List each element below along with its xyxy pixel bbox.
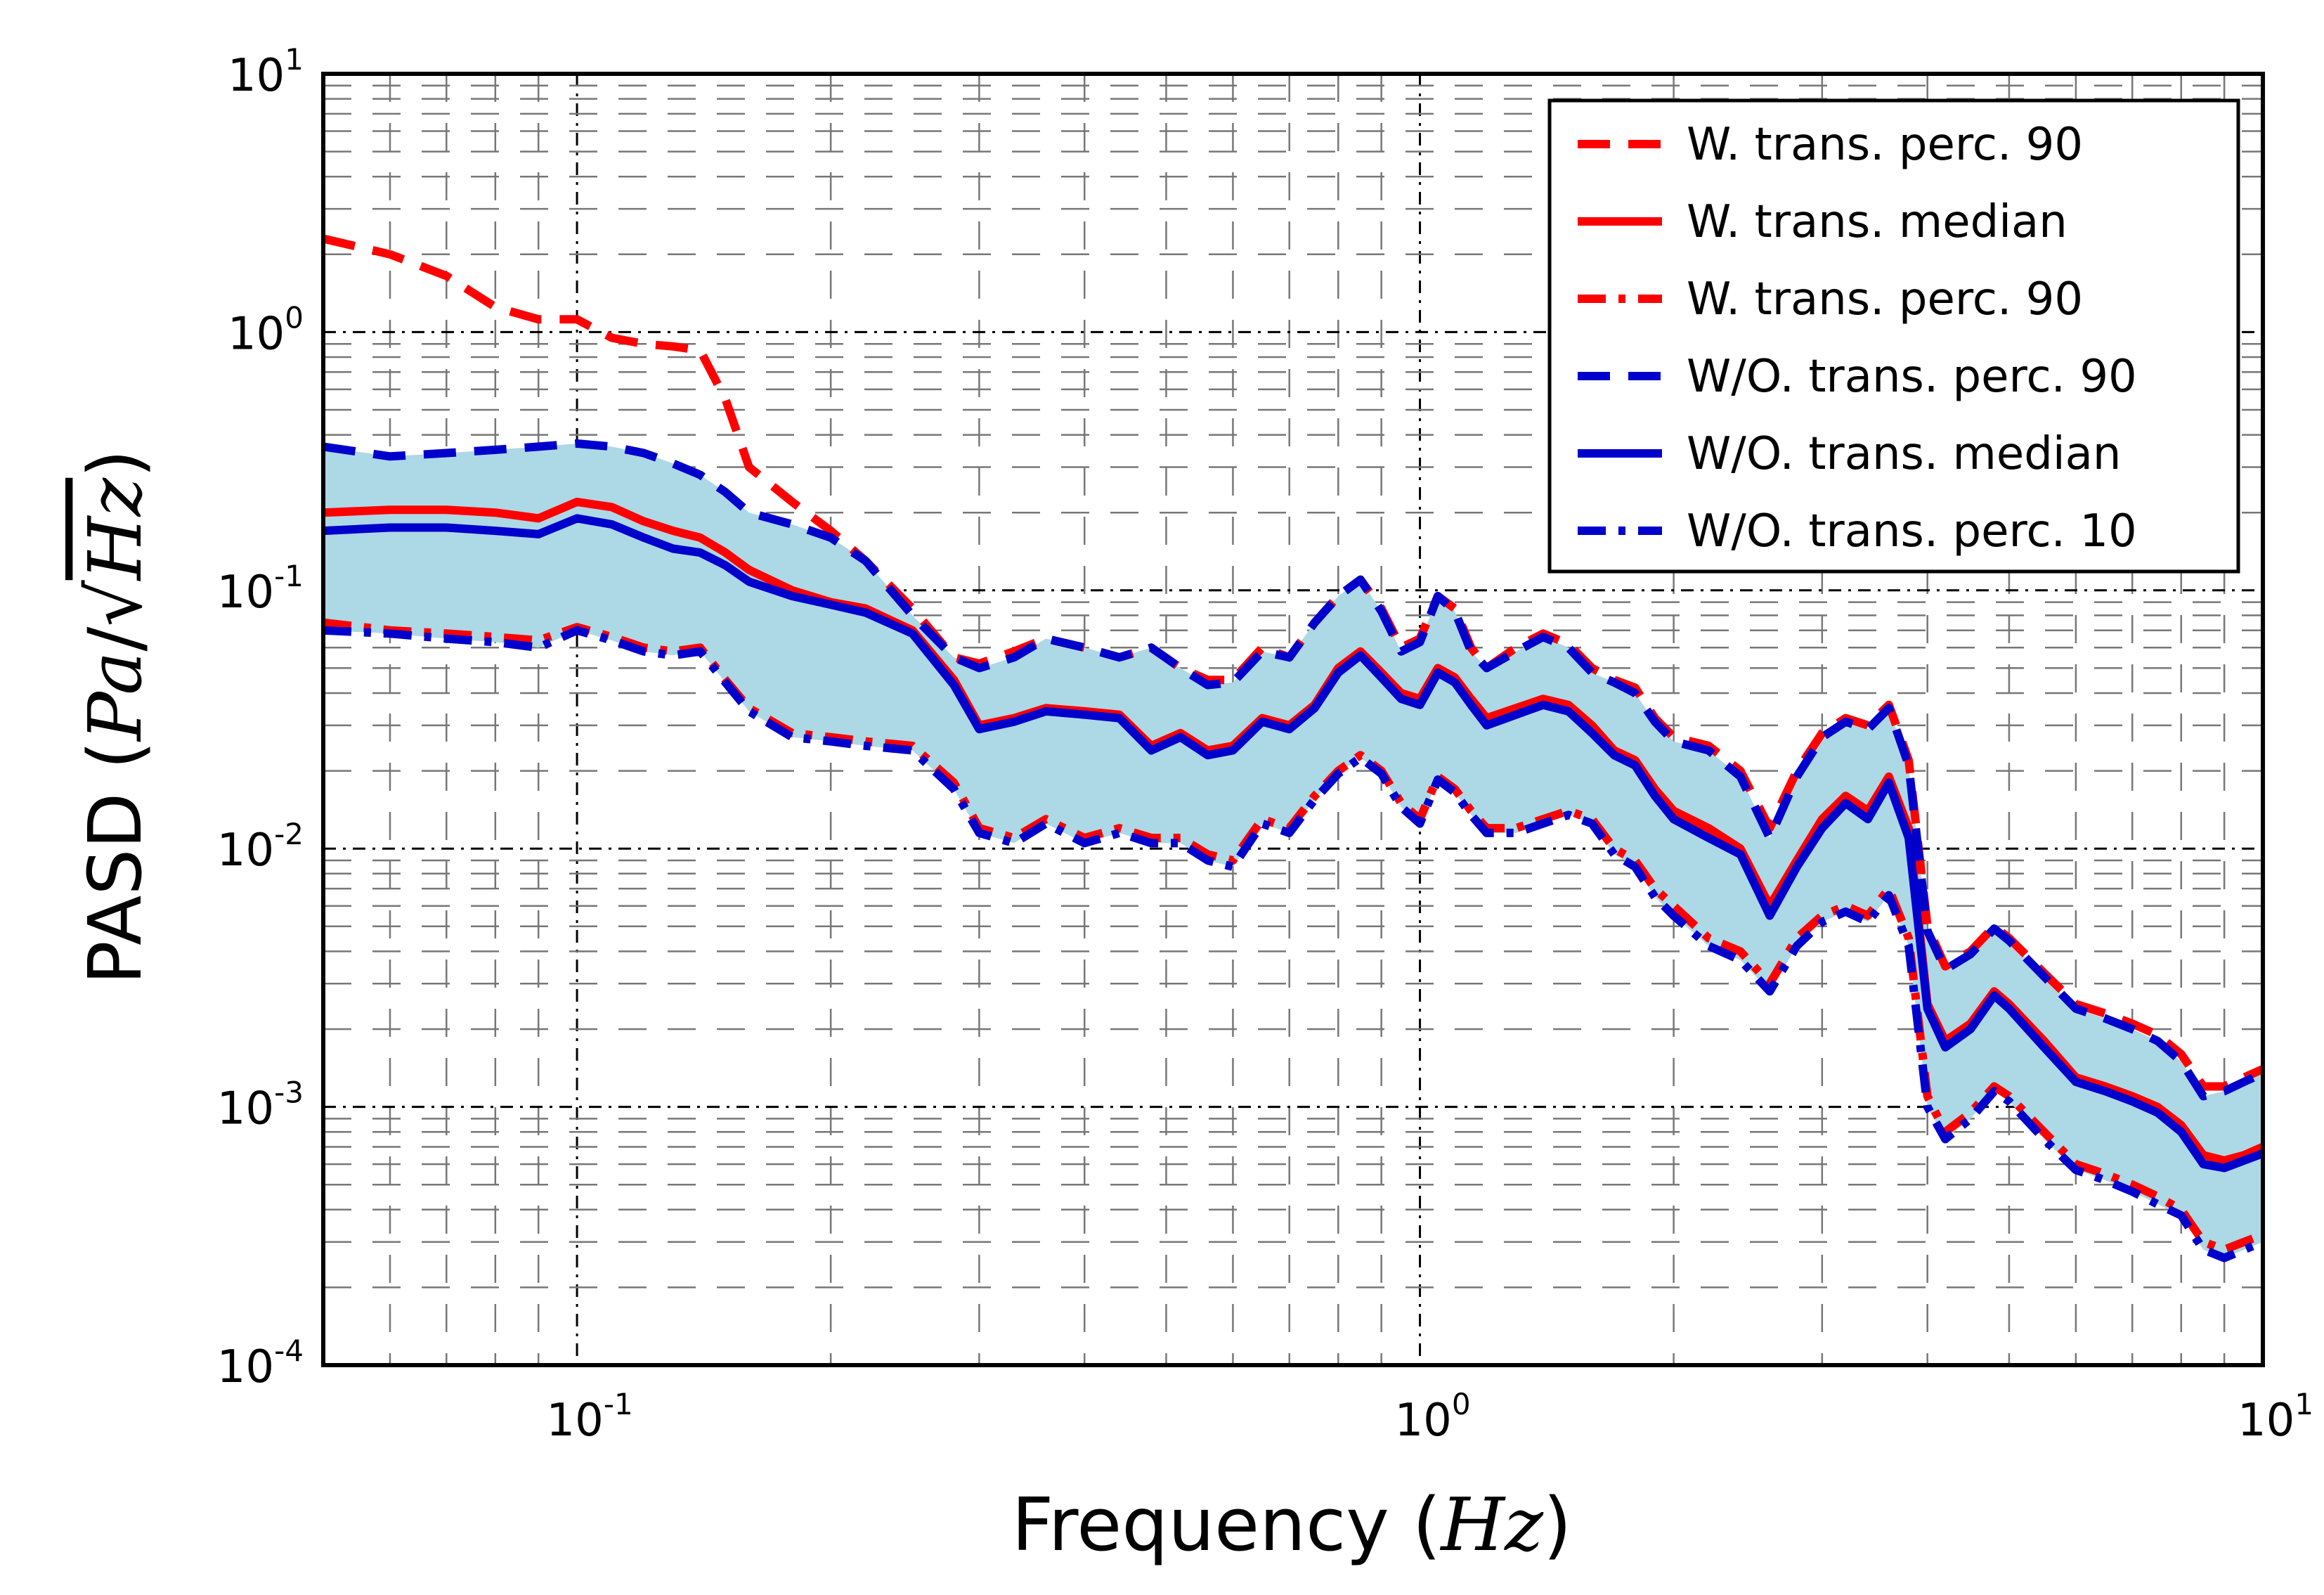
series-line-5 xyxy=(323,626,2265,1263)
y-axis-label: PASD (Pa/√Hz) xyxy=(72,449,158,985)
y-tick-label: 10-3 xyxy=(217,1076,304,1135)
percentile-band xyxy=(323,444,2263,1258)
legend-label-2: W. trans. perc. 90 xyxy=(1687,273,2083,325)
legend-label-5: W/O. trans. perc. 10 xyxy=(1687,505,2137,557)
y-tick-label: 10-1 xyxy=(217,559,304,619)
legend-label-1: W. trans. median xyxy=(1687,196,2067,248)
plot-frame xyxy=(321,72,2265,1367)
series-lines xyxy=(322,234,2265,1263)
y-tick-label: 10-2 xyxy=(217,817,304,877)
legend-label-0: W. trans. perc. 90 xyxy=(1687,119,2083,171)
series-line-3 xyxy=(323,439,2265,1101)
y-axis-unit-numerator: Pa xyxy=(72,652,158,742)
tick-labels: 10-1 100 101 10-4 10-3 10-2 10-1 100 101 xyxy=(217,42,2313,1447)
x-tick-label: 10-1 xyxy=(546,1387,632,1447)
x-tick-label: 100 xyxy=(1394,1387,1470,1447)
x-axis-label: Frequency (Hz) xyxy=(1012,1482,1572,1568)
legend-label-4: W/O. trans. median xyxy=(1687,428,2121,480)
y-tick-label: 100 xyxy=(228,300,304,360)
y-axis-label-text: PASD xyxy=(72,793,158,985)
x-axis-unit: Hz xyxy=(1439,1482,1544,1568)
y-tick-label: 101 xyxy=(228,42,304,102)
y-tick-label: 10-4 xyxy=(217,1334,304,1393)
y-axis-unit-denominator: Hz xyxy=(72,477,158,582)
legend-box xyxy=(1547,98,2240,574)
x-axis-label-text: Frequency xyxy=(1012,1482,1389,1568)
series-line-4 xyxy=(323,514,2265,1173)
x-tick-label: 101 xyxy=(2238,1387,2313,1447)
legend-label-3: W/O. trans. perc. 90 xyxy=(1687,351,2137,403)
legend: W. trans. perc. 90 W. trans. median W. tra… xyxy=(1547,98,2240,574)
band-area xyxy=(323,444,2263,1258)
